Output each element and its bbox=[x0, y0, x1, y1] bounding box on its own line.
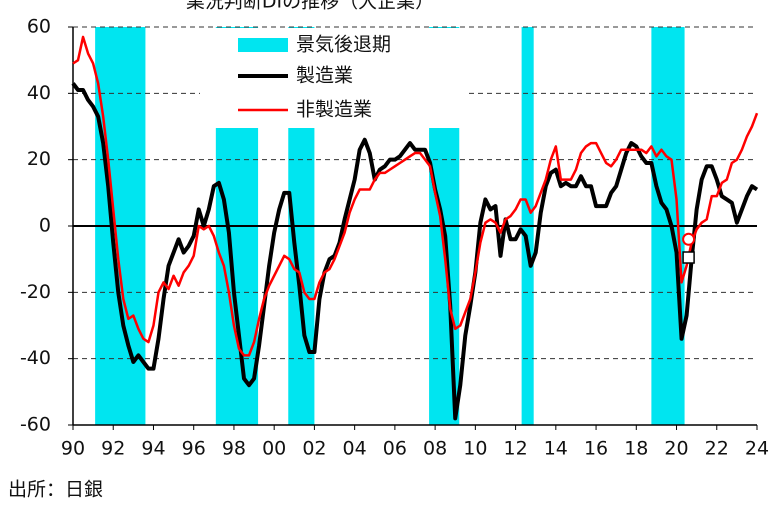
x-tick-label: 00 bbox=[262, 438, 286, 460]
x-tick-label: 96 bbox=[182, 438, 206, 460]
x-tick-label: 02 bbox=[302, 438, 326, 460]
y-tick-label: 60 bbox=[27, 16, 51, 38]
source-note: 出所：日銀 bbox=[8, 479, 103, 501]
legend-label: 製造業 bbox=[296, 65, 353, 87]
x-tick-label: 10 bbox=[463, 438, 487, 460]
x-tick-label: 92 bbox=[101, 438, 125, 460]
chart-title: 業況判断DIの推移（大企業） bbox=[186, 0, 434, 13]
y-tick-label: 0 bbox=[39, 215, 51, 237]
y-tick-label: -60 bbox=[20, 414, 51, 436]
x-tick-label: 22 bbox=[705, 438, 729, 460]
x-tick-label: 08 bbox=[423, 438, 447, 460]
forecast-marker bbox=[682, 232, 696, 246]
legend-label: 景気後退期 bbox=[296, 34, 391, 56]
forecast-marker bbox=[682, 251, 695, 264]
y-tick-label: 20 bbox=[27, 148, 51, 170]
series-line bbox=[72, 35, 759, 357]
x-tick-label: 20 bbox=[664, 438, 688, 460]
y-tick-label: -40 bbox=[20, 347, 51, 369]
x-tick-label: 24 bbox=[745, 438, 769, 460]
x-tick-label: 94 bbox=[141, 438, 165, 460]
x-tick-label: 14 bbox=[544, 438, 568, 460]
legend-label: 非製造業 bbox=[296, 99, 372, 121]
x-tick-label: 90 bbox=[61, 438, 85, 460]
y-tick-label: 40 bbox=[27, 82, 51, 104]
x-tick-label: 04 bbox=[343, 438, 367, 460]
x-tick-label: 98 bbox=[222, 438, 246, 460]
series-line bbox=[71, 82, 759, 421]
x-tick-label: 18 bbox=[624, 438, 648, 460]
x-tick-label: 12 bbox=[503, 438, 527, 460]
y-tick-label: -20 bbox=[20, 281, 51, 303]
x-tick-label: 06 bbox=[383, 438, 407, 460]
legend-swatch bbox=[238, 38, 288, 52]
x-tick-label: 16 bbox=[584, 438, 608, 460]
